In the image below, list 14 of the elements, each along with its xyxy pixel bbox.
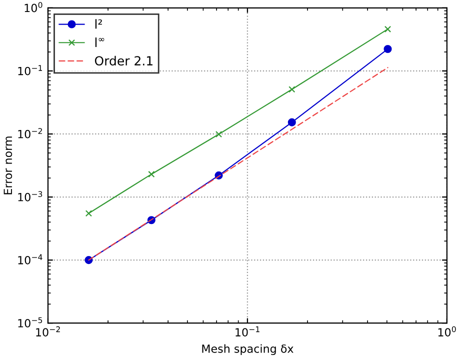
y-tick-label: 10$^{−3}$ — [18, 191, 42, 202]
legend-label: l² — [95, 19, 102, 29]
legend-label: Order 2.1 — [94, 56, 152, 66]
y-tick-label: 10$^{−2}$ — [18, 128, 42, 138]
y-tick-label: 10$^{0}$ — [24, 2, 42, 12]
x-axis-title: Mesh spacing δx — [202, 344, 294, 356]
x-tick-label: 10$^{−1}$ — [236, 326, 260, 336]
y-axis-title: Error norm — [4, 136, 12, 194]
y-tick-label: 10$^{−4}$ — [18, 254, 42, 264]
y-tick-label: 10$^{−1}$ — [18, 65, 42, 76]
legend-label: l$^{∞}$ — [95, 37, 104, 47]
y-tick-label: 10$^{−5}$ — [18, 317, 42, 328]
x-tick-label: 10$^{0}$ — [438, 326, 456, 336]
x-tick-label: 10$^{−2}$ — [36, 326, 60, 336]
